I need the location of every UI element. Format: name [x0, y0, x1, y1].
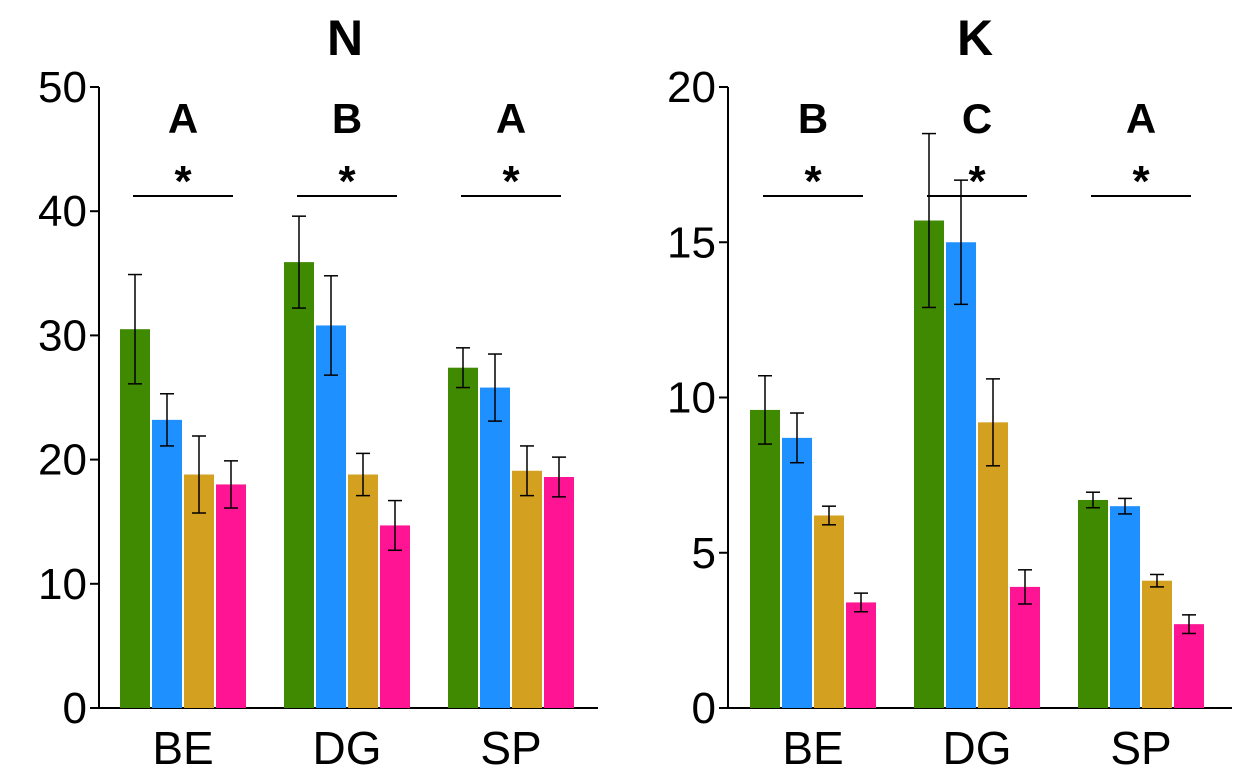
chart-0-group-letter-SP: A [496, 95, 526, 142]
chart-1-bar-SP-0 [1078, 499, 1108, 708]
chart-1-y-tick-label-2: 10 [667, 374, 716, 423]
chart-1-bar-BE-2 [814, 515, 844, 708]
chart-0-bar-SP-2 [512, 470, 542, 708]
chart-0-y-tick-label-1: 10 [38, 560, 87, 609]
chart-0-title: N [327, 10, 363, 66]
chart-1-group-letter-BE: B [798, 95, 828, 142]
chart-1-significance-star-SP: * [1132, 157, 1150, 206]
chart-1-bar-SP-2 [1142, 580, 1172, 708]
chart-1-y-tick-label-1: 5 [692, 529, 716, 578]
chart-0-bar-DG-1 [316, 325, 346, 708]
chart-1-y-tick-label-3: 15 [667, 218, 716, 267]
chart-1-x-tick-label-DG: DG [943, 722, 1012, 774]
chart-0-bar-DG-3 [380, 525, 410, 708]
chart-1-bar-BE-1 [782, 437, 812, 708]
chart-1-significance-star-DG: * [968, 157, 986, 206]
chart-1-bar-DG-3 [1010, 586, 1040, 708]
chart-0-x-tick-label-DG: DG [313, 722, 382, 774]
chart-0-y-tick-label-5: 50 [38, 63, 87, 112]
chart-0-bar-SP-0 [448, 367, 478, 708]
chart-0-x-tick-label-BE: BE [152, 722, 213, 774]
chart-0-significance-star-SP: * [502, 157, 520, 206]
chart-0-y-tick-label-3: 30 [38, 311, 87, 360]
chart-0-bar-DG-2 [348, 474, 378, 708]
chart-0-y-tick-label-4: 40 [38, 187, 87, 236]
chart-0-bar-BE-0 [120, 329, 150, 708]
chart-0-group-letter-BE: A [168, 95, 198, 142]
chart-1-group-letter-SP: A [1126, 95, 1156, 142]
chart-0-significance-star-DG: * [338, 157, 356, 206]
chart-0-y-tick-label-2: 20 [38, 436, 87, 485]
chart-1-x-tick-label-SP: SP [1110, 722, 1171, 774]
chart-0-bar-SP-3 [544, 476, 574, 708]
chart-1-x-tick-label-BE: BE [782, 722, 843, 774]
chart-1-bar-SP-1 [1110, 506, 1140, 708]
chart-1-bar-DG-2 [978, 422, 1008, 708]
chart-1-y-tick-label-4: 20 [667, 63, 716, 112]
chart-0-significance-star-BE: * [174, 157, 192, 206]
chart-0-x-tick-label-SP: SP [480, 722, 541, 774]
chart-0-bar-BE-1 [152, 419, 182, 708]
chart-1-bar-BE-0 [750, 409, 780, 708]
chart-1-y-tick-label-0: 0 [692, 684, 716, 733]
chart-1-bar-BE-3 [846, 602, 876, 708]
chart-1-title: K [957, 10, 993, 66]
chart-0-bar-DG-0 [284, 262, 314, 708]
chart-0-bar-BE-3 [216, 484, 246, 708]
chart-1-group-letter-DG: C [962, 95, 992, 142]
chart-1-bar-SP-3 [1174, 624, 1204, 708]
chart-0-group-letter-DG: B [332, 95, 362, 142]
chart-0-y-tick-label-0: 0 [63, 684, 87, 733]
chart-1-significance-star-BE: * [804, 157, 822, 206]
chart-1-bar-DG-1 [946, 242, 976, 708]
chart-0-bar-SP-1 [480, 387, 510, 708]
